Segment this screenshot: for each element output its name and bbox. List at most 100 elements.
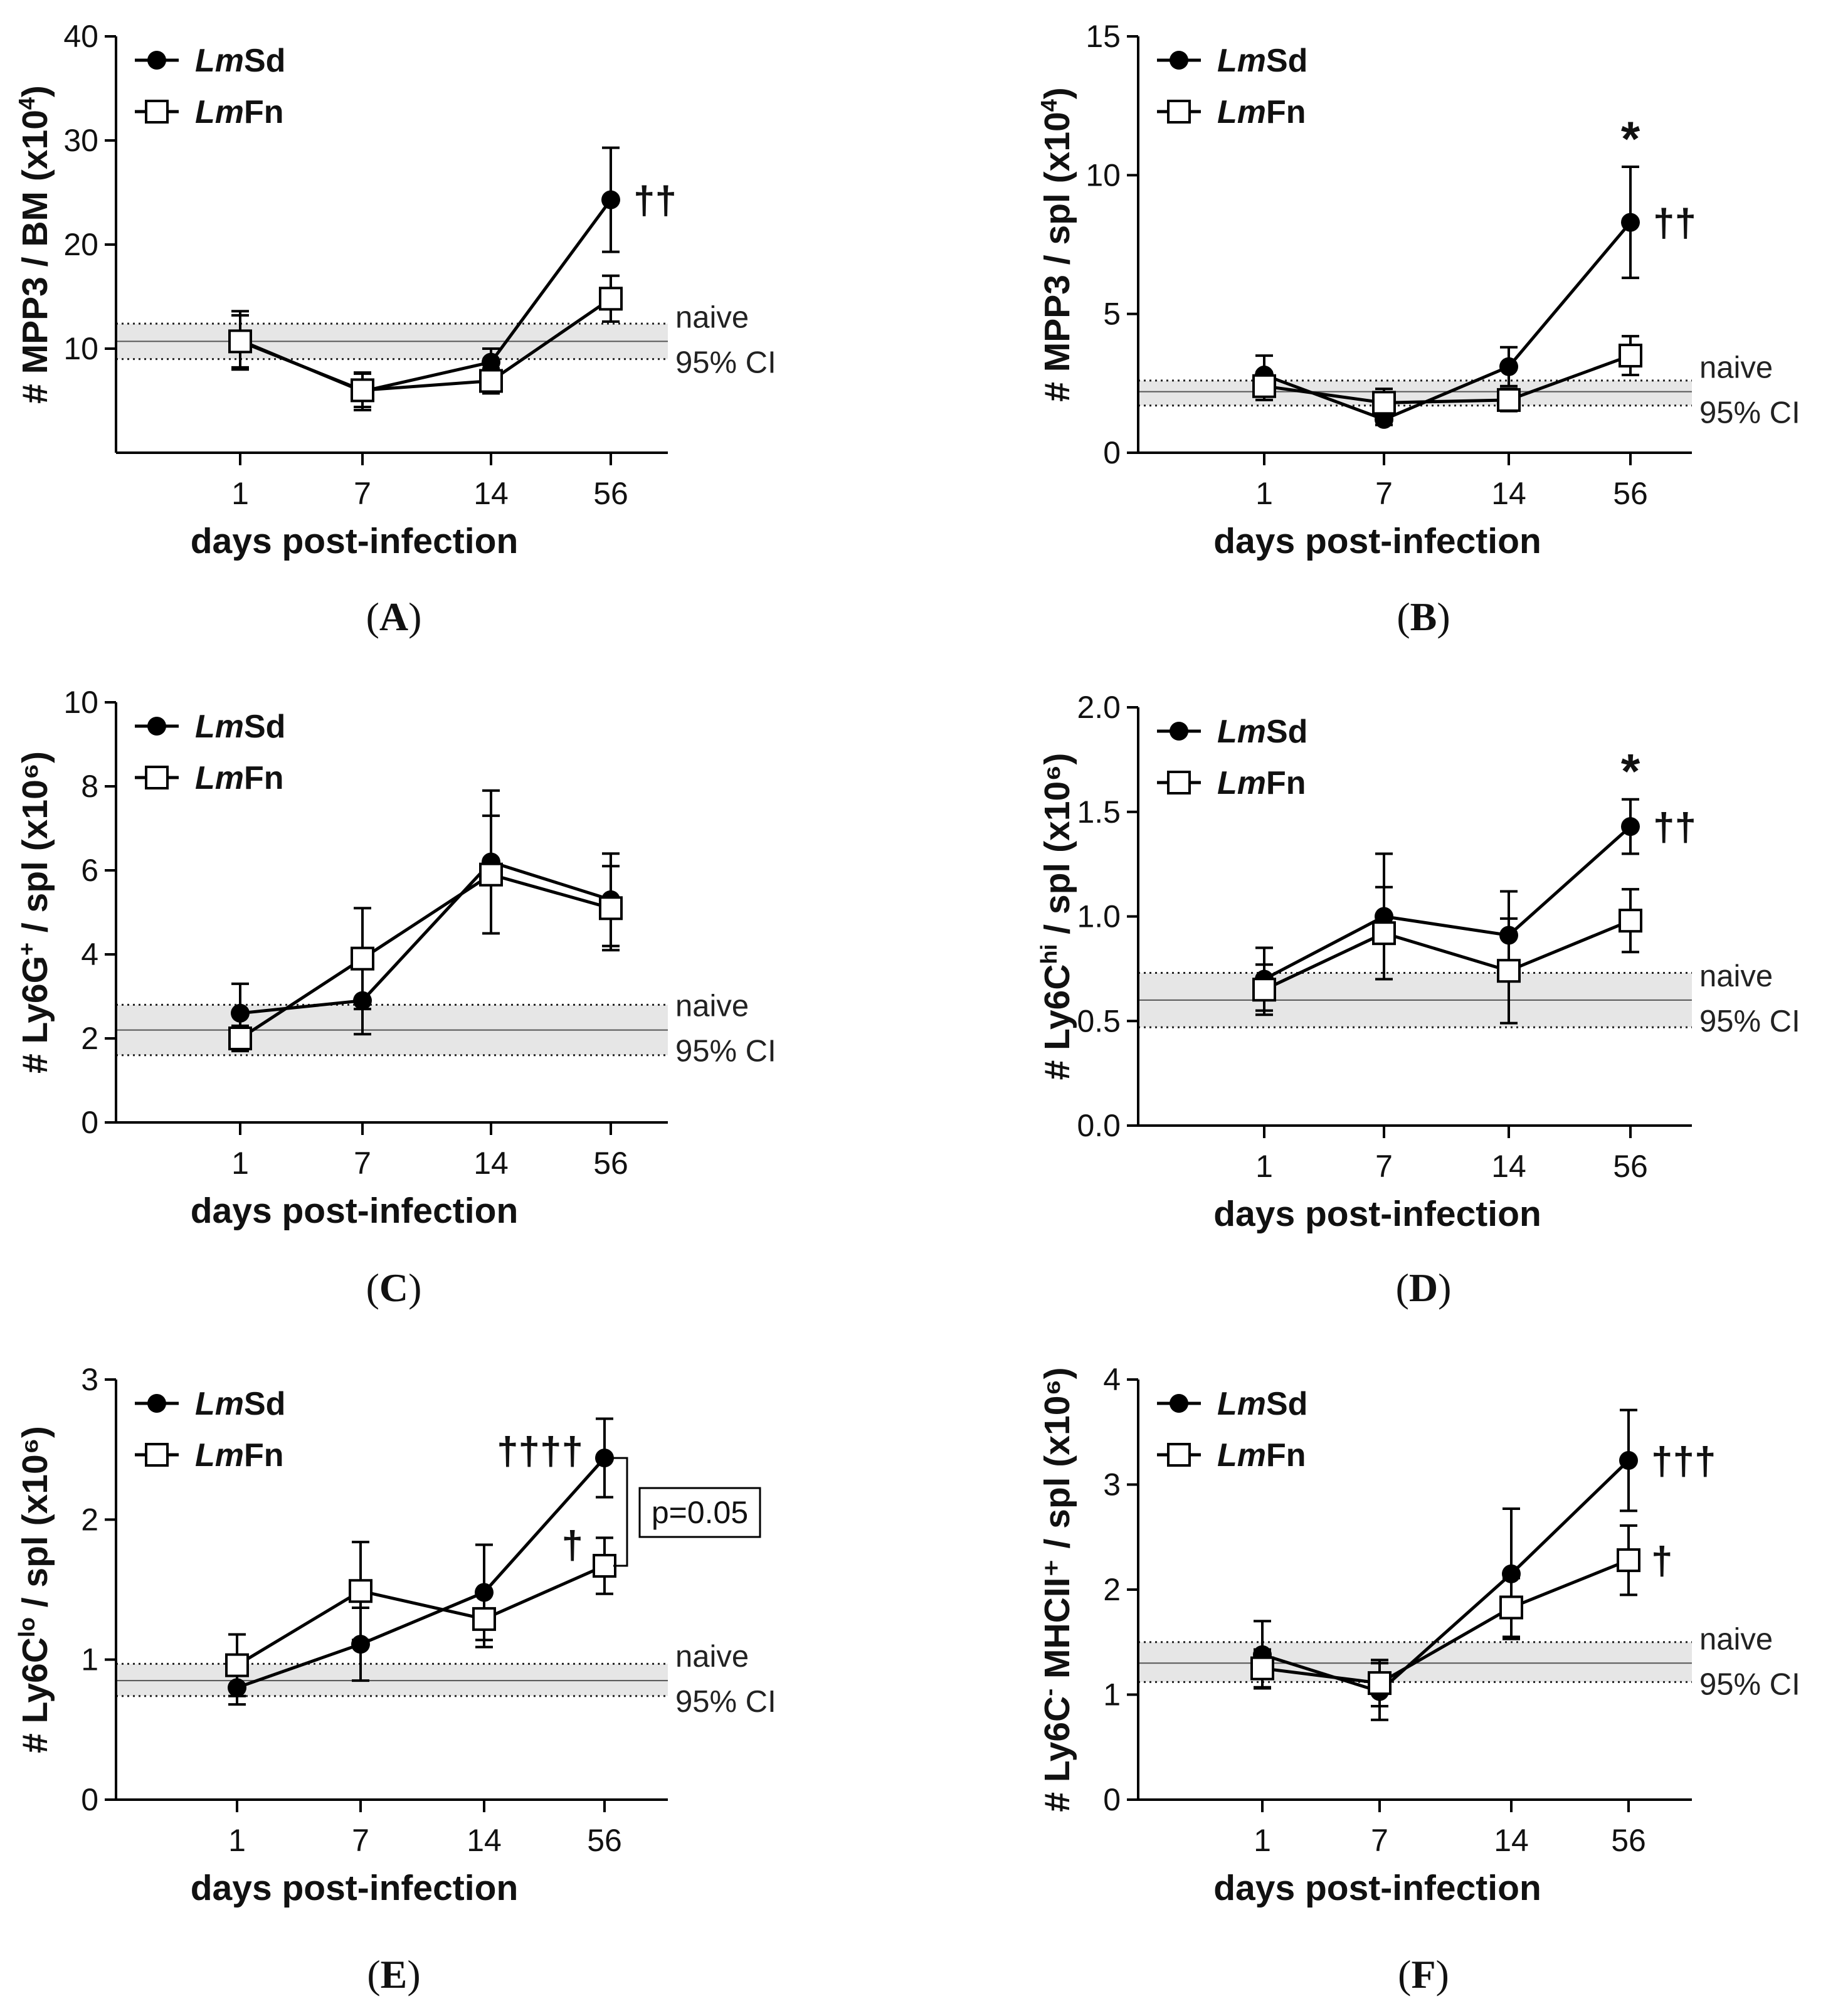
series-line	[1262, 1459, 1630, 1694]
y-tick-label: 2	[81, 1021, 98, 1056]
y-tick-label: 0.0	[1077, 1108, 1121, 1143]
naive-label: naive	[675, 990, 749, 1023]
series-line	[1263, 825, 1632, 981]
series-line	[236, 1457, 606, 1689]
legend-label: LmFn	[195, 94, 284, 130]
data-point-filled-circle	[595, 1449, 614, 1468]
y-tick-label: 4	[1103, 1362, 1121, 1397]
significance-mark: ††	[1653, 202, 1696, 245]
legend-marker-open-square	[1167, 1443, 1191, 1467]
y-tick-label: 0	[81, 1782, 98, 1817]
data-point-open-square	[351, 378, 374, 403]
ci-label: 95% CI	[675, 1685, 776, 1719]
y-tick-label: 6	[81, 853, 98, 888]
naive-label: naive	[1699, 959, 1773, 993]
x-tick-label: 1	[231, 476, 249, 511]
naive-label: naive	[675, 300, 749, 334]
y-tick-label: 10	[63, 685, 98, 720]
panel-label: (F)	[1398, 1952, 1449, 1997]
series-lmfn	[1252, 885, 1642, 1025]
data-point-open-square	[1250, 1656, 1274, 1681]
series-line	[236, 1564, 606, 1667]
legend-label: LmSd	[1217, 1386, 1307, 1422]
x-tick-label: 1	[1255, 1149, 1273, 1184]
x-tick-label: 56	[587, 1823, 622, 1858]
y-axis-title: # Ly6Chi / spl (x10⁶)	[1036, 753, 1078, 1080]
x-tick-label: 56	[1611, 1823, 1646, 1858]
series-line	[239, 872, 611, 1040]
legend-marker-filled-circle	[147, 717, 166, 736]
data-point-filled-circle	[1375, 409, 1393, 429]
legend-marker-filled-circle	[1170, 722, 1188, 741]
x-tick-label: 56	[593, 1146, 628, 1181]
y-tick-label: 0	[81, 1105, 98, 1140]
panel-label: (C)	[366, 1265, 422, 1310]
data-point-filled-circle	[1621, 213, 1640, 232]
legend-label: LmFn	[1217, 765, 1306, 801]
panel-b: naive 95% CI 0 5 10 15 1 7 14 56 days post-infecti…	[1036, 19, 1800, 639]
data-point-open-square	[225, 1653, 249, 1677]
y-tick-label: 1	[1103, 1677, 1121, 1713]
legend-label: LmFn	[1217, 94, 1306, 130]
series-line	[1264, 354, 1631, 404]
panel-d: naive 95% CI 0.0 0.5 1.0 1.5 2.0 1 7 14 56 days pos…	[1036, 690, 1800, 1310]
y-tick-label: 1	[81, 1642, 98, 1677]
data-point-open-square	[479, 369, 503, 393]
data-point-open-square	[1252, 978, 1276, 1002]
y-tick-label: 5	[1103, 297, 1121, 332]
y-tick-label: 3	[1103, 1467, 1121, 1502]
data-point-filled-circle	[1621, 817, 1640, 836]
series-line	[240, 860, 611, 1015]
x-tick-label: 14	[1494, 1823, 1529, 1858]
x-tick-label: 7	[1375, 1149, 1393, 1184]
panel-c: naive 95% CI 0 2 4 6 8 10 1 7 14 56 days post-infect…	[14, 685, 776, 1310]
legend-marker-open-square	[145, 100, 169, 124]
y-tick-label: 0	[1103, 1782, 1121, 1817]
x-tick-label: 56	[593, 476, 628, 511]
series-line	[1262, 1558, 1629, 1685]
y-tick-label: 2.0	[1077, 690, 1121, 725]
significance-mark: ††	[633, 179, 677, 223]
y-tick-label: 4	[81, 937, 98, 972]
legend-label: LmSd	[195, 43, 285, 79]
panel-f: naive 95% CI 0 1 2 3 4 1 7 14 56 days post-infectio…	[1036, 1362, 1800, 1997]
data-point-open-square	[593, 1554, 616, 1578]
legend-marker-open-square	[145, 766, 169, 789]
legend-marker-filled-circle	[147, 51, 166, 70]
x-axis-title: days post-infection	[191, 1868, 519, 1908]
x-axis-title: days post-infection	[1213, 1194, 1541, 1234]
y-tick-label: 8	[81, 769, 98, 804]
ci-label: 95% CI	[675, 346, 776, 379]
y-tick-label: 0.5	[1077, 1003, 1121, 1038]
series-lmsd	[231, 146, 620, 411]
data-point-open-square	[599, 896, 623, 921]
x-tick-label: 7	[354, 1146, 371, 1181]
data-point-open-square	[1368, 1671, 1392, 1696]
legend-label: LmSd	[1217, 714, 1307, 750]
y-axis-title: # MPP3 / spl (x104)	[1036, 87, 1078, 402]
panel-label: (B)	[1397, 594, 1450, 639]
y-tick-label: 15	[1085, 19, 1121, 54]
ci-label: 95% CI	[1699, 1667, 1800, 1701]
x-tick-label: 14	[473, 1146, 509, 1181]
legend-marker-filled-circle	[1170, 51, 1188, 70]
data-point-filled-circle	[231, 1003, 250, 1023]
data-point-filled-circle	[601, 190, 620, 209]
legend-label: LmFn	[195, 760, 284, 796]
legend-label: LmSd	[1217, 43, 1307, 79]
x-tick-label: 7	[1375, 476, 1393, 511]
data-point-open-square	[1619, 344, 1642, 368]
data-point-filled-circle	[1499, 357, 1518, 376]
data-point-open-square	[1372, 391, 1396, 415]
x-tick-label: 7	[1371, 1823, 1388, 1858]
ci-label: 95% CI	[675, 1035, 776, 1069]
legend-marker-filled-circle	[147, 1394, 166, 1413]
series-lmfn	[228, 814, 623, 1053]
series-line	[1264, 221, 1632, 421]
legend-label: LmSd	[195, 1386, 285, 1422]
x-tick-label: 14	[1491, 1149, 1526, 1184]
x-tick-label: 56	[1613, 476, 1648, 511]
data-point-open-square	[479, 862, 503, 887]
series-lmfn	[1250, 1524, 1640, 1707]
